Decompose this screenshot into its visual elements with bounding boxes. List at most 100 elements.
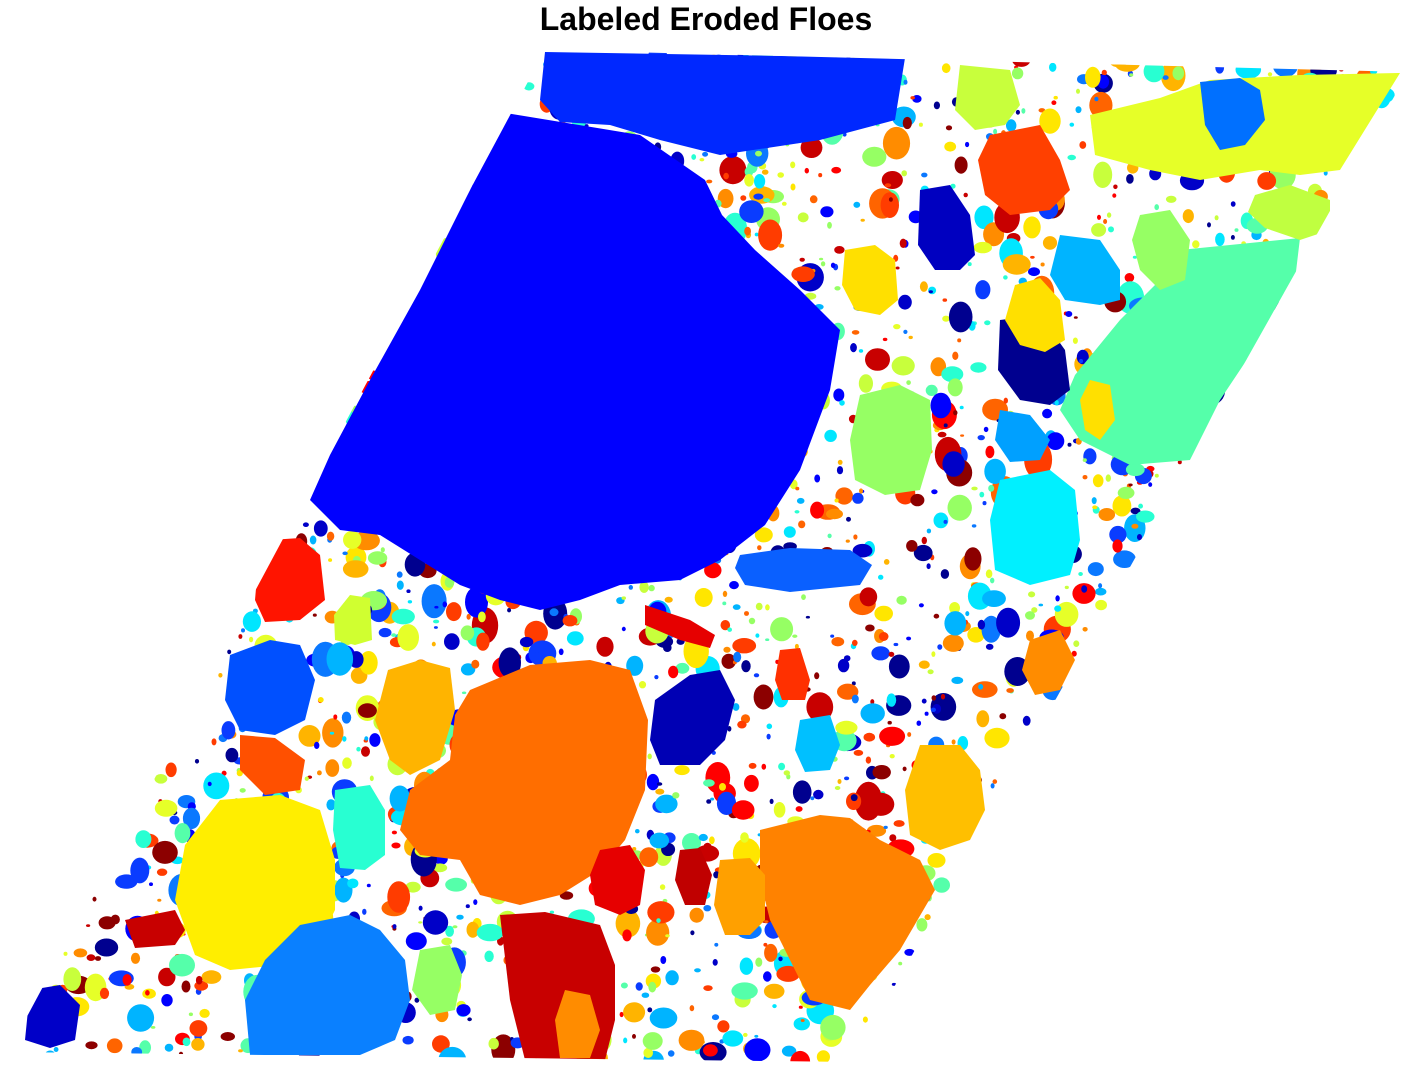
floe-fragment <box>744 226 751 236</box>
floe-fragment <box>776 965 800 982</box>
floe-fragment <box>748 617 756 625</box>
floe-fragment <box>888 651 895 657</box>
floe-fragment <box>709 836 715 845</box>
floe-fragment <box>165 762 177 778</box>
floe-fragment <box>145 990 150 996</box>
floe-fragment <box>763 983 785 999</box>
floe-fragment <box>1108 53 1129 68</box>
floe-fragment <box>773 802 786 818</box>
floe-fragment <box>800 1019 805 1022</box>
floe-fragment <box>317 697 324 703</box>
floe-fragment <box>837 779 842 784</box>
floe-fragment <box>831 637 845 647</box>
floe-fragment <box>984 320 991 326</box>
floe-fragment <box>1046 432 1065 450</box>
floe-fragment <box>441 937 453 946</box>
floe-fragment <box>674 765 690 776</box>
floe-fragment <box>853 201 861 208</box>
floe-fragment <box>115 874 138 889</box>
floe-fragment <box>1112 193 1117 198</box>
floe-fragment <box>952 351 959 360</box>
floe-fragment <box>94 938 119 957</box>
floe-fragment <box>203 772 230 800</box>
floe-fragment <box>703 905 712 912</box>
floe-fragment <box>369 775 374 782</box>
floe-fragment <box>1095 599 1107 611</box>
floe-fragment <box>835 487 853 505</box>
floe-fragment <box>732 638 757 654</box>
floe-fragment <box>950 183 956 189</box>
floe-fragment <box>1094 96 1099 102</box>
floe-fragment <box>207 781 212 787</box>
floe-fragment <box>302 522 309 527</box>
floe-fragment <box>668 665 679 679</box>
floe-fragment <box>1215 61 1225 74</box>
floe-fragment <box>931 651 936 657</box>
floe-fragment <box>221 721 236 740</box>
floe-fragment <box>1126 174 1134 184</box>
floe-fragment <box>859 587 878 607</box>
floe-fragment <box>194 759 200 764</box>
floe-fragment <box>769 798 774 805</box>
floe-fragment <box>523 82 535 91</box>
floe-fragment <box>982 590 1006 607</box>
floe-fragment <box>957 338 962 343</box>
floe-fragment <box>727 726 732 732</box>
floe-fragment <box>672 792 680 799</box>
floe-fragment <box>1011 67 1024 80</box>
floe-fragment <box>433 619 440 624</box>
floe-fragment <box>827 221 832 229</box>
floe-fragment <box>484 950 494 962</box>
floe-fragment <box>903 329 908 334</box>
floe-fragment <box>898 961 903 966</box>
floe-region <box>1132 210 1190 290</box>
floe-fragment <box>1136 510 1155 523</box>
floe-fragment <box>1272 51 1299 78</box>
floe-fragment <box>755 957 763 967</box>
floe-fragment <box>623 1037 628 1044</box>
floe-fragment <box>643 1047 653 1058</box>
floe-fragment <box>916 918 928 932</box>
floe-fragment <box>549 910 555 914</box>
floe-fragment <box>795 486 800 491</box>
floe-fragment <box>98 916 116 930</box>
floe-fragment <box>891 982 897 986</box>
floe-fragment <box>456 914 464 920</box>
floe-fragment <box>1082 627 1088 632</box>
floe-fragment <box>846 516 851 522</box>
floe-fragment <box>872 765 891 780</box>
floe-fragment <box>649 1007 678 1029</box>
floe-fragment <box>1234 228 1239 232</box>
floe-fragment <box>893 820 905 827</box>
floe-fragment <box>816 1050 831 1062</box>
floe-fragment <box>985 445 995 459</box>
floe-region <box>714 858 765 935</box>
floe-fragment <box>945 125 953 131</box>
floe-fragment <box>654 675 659 680</box>
floe-fragment <box>86 954 96 961</box>
floe-fragment <box>328 558 333 562</box>
floe-fragment <box>865 624 875 632</box>
floe-fragment <box>405 881 421 893</box>
floe-fragment <box>1230 201 1236 207</box>
floe-fragment <box>622 929 632 942</box>
floe-fragment <box>985 569 993 579</box>
floe-fragment <box>460 625 475 641</box>
floe-region <box>735 548 872 592</box>
floe-fragment <box>1030 255 1035 259</box>
floe-fragment <box>882 126 911 160</box>
floe-fragment <box>650 966 661 973</box>
floe-fragment <box>844 776 850 781</box>
floe-fragment <box>753 673 760 678</box>
floe-fragment <box>130 952 141 964</box>
floe-fragment <box>1067 442 1072 447</box>
floe-region <box>1005 278 1065 352</box>
floe-fragment <box>757 545 762 551</box>
floe-fragment <box>1042 236 1058 250</box>
floe-fragment <box>754 174 766 189</box>
floe-fragment <box>837 658 850 673</box>
floe-fragment <box>1109 525 1127 544</box>
floe-fragment <box>949 602 960 614</box>
floe-fragment <box>977 619 986 630</box>
floe-fragment <box>241 628 245 633</box>
